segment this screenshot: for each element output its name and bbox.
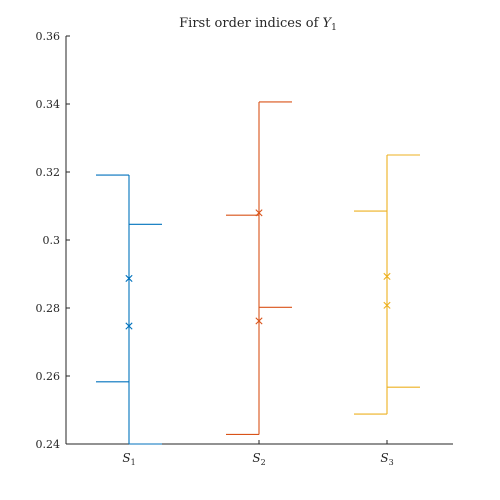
x-tick-label-var: S [122, 451, 130, 465]
x-tick-label-sub: 2 [261, 458, 266, 467]
series-group [354, 154, 420, 415]
estimate-marker [255, 317, 263, 325]
chart-title-var: Y [323, 16, 333, 31]
y-tick-label: 0.26 [36, 370, 61, 383]
y-tick-label: 0.32 [36, 166, 61, 179]
y-tick-label: 0.28 [36, 302, 61, 315]
x-tick-label-var: S [252, 451, 260, 465]
chart-title-text: First order indices of [179, 16, 322, 31]
x-tick-label-sub: 1 [131, 458, 136, 467]
y-tick-label: 0.3 [43, 234, 61, 247]
x-tick-label: S3 [380, 451, 393, 467]
y-tick-label: 0.36 [36, 30, 61, 43]
x-tick-label: S1 [122, 451, 135, 467]
chart-title-sub: 1 [331, 23, 337, 33]
estimate-marker [383, 272, 391, 280]
x-tick-label-sub: 3 [389, 458, 394, 467]
estimate-marker [255, 209, 263, 217]
estimate-marker [125, 274, 133, 283]
series-group [96, 174, 162, 445]
x-tick-label: S2 [252, 451, 265, 467]
estimate-marker [125, 322, 133, 330]
x-tick-label-var: S [380, 451, 388, 465]
y-tick-label: 0.34 [36, 98, 61, 111]
chart-title: First order indices of Y1 [179, 16, 337, 33]
estimate-marker [383, 301, 391, 309]
y-tick-label: 0.24 [36, 438, 61, 451]
series-group [226, 101, 292, 436]
